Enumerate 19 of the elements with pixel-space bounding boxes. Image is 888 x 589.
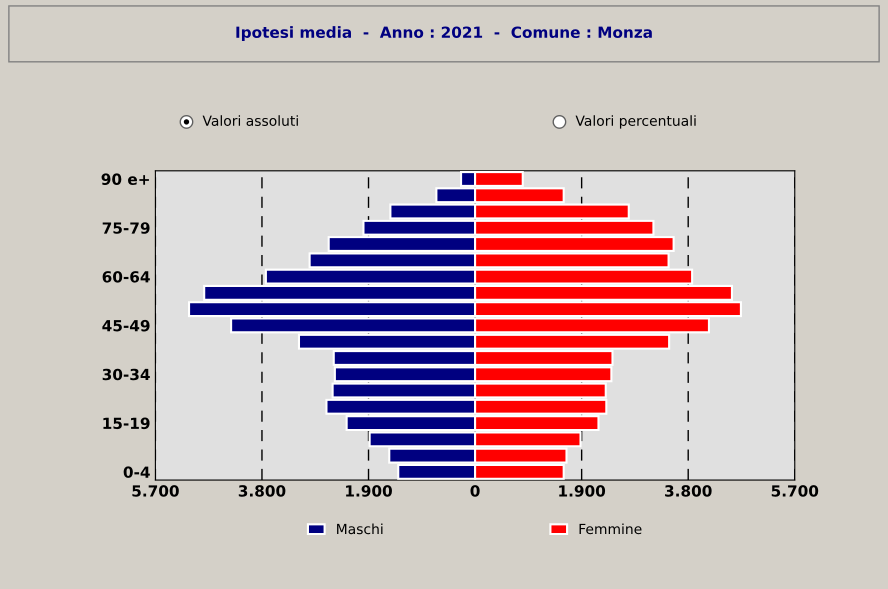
y-tick-label: 75-79	[102, 222, 150, 234]
y-tick-label: 60-64	[102, 271, 150, 283]
y-tick-label: 90 e+	[102, 173, 149, 185]
x-tick-label: 3.800	[238, 485, 286, 497]
text: Valori assoluti	[202, 115, 298, 126]
x-tick-label: 5.700	[772, 485, 818, 497]
chart-title: Ipotesi media - Anno : 2021 - Comune : Monza	[236, 26, 652, 41]
legend-label: Maschi	[337, 523, 382, 534]
x-tick-label: 3.800	[665, 485, 712, 497]
y-tick-label: 0-4	[124, 466, 150, 478]
x-tick-label: 0	[470, 485, 480, 497]
y-tick-label: 30-34	[102, 368, 150, 380]
x-tick-label: 1.900	[559, 485, 606, 497]
legend-label: Femmine	[580, 523, 642, 534]
x-tick-label: 1.900	[346, 485, 392, 497]
y-tick-label: 15-19	[103, 418, 150, 430]
x-tick-label: 5.700	[132, 485, 179, 497]
text: Valori percentuali	[576, 115, 696, 129]
y-tick-label: 45-49	[102, 320, 150, 332]
